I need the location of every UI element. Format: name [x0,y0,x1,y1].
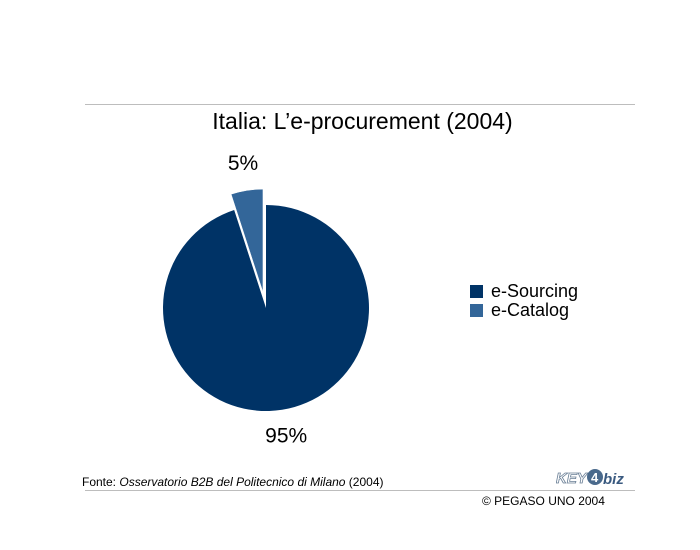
legend-item-e-sourcing: e-Sourcing [470,282,578,301]
logo-number-text: 4 [591,470,599,485]
logo-badge [587,469,603,485]
key4biz-logo: KEY 4 biz [556,469,624,488]
source-prefix: Fonte: [82,475,120,489]
pie-slice-e-catalog [230,188,264,293]
source-name: Osservatorio B2B del Politecnico di Mila… [119,475,346,489]
logo-key-text: KEY [556,470,589,487]
pie-slice-e-sourcing [163,205,370,411]
legend-swatch-e-catalog [470,304,483,317]
legend-swatch-e-sourcing [470,285,483,298]
data-label-e-catalog: 5% [228,152,258,175]
copyright-notice: © PEGASO UNO 2004 [482,494,605,508]
legend-label: e-Sourcing [491,281,579,301]
source-suffix: (2004) [345,475,384,489]
data-label-e-sourcing: 95% [265,424,307,447]
legend-item-e-catalog: e-Catalog [470,301,578,320]
chart-title: Italia: L’e-procurement (2004) [212,108,513,134]
logo-biz-text: biz [603,471,624,488]
legend: e-Sourcing e-Catalog [470,282,578,320]
top-divider [85,104,635,105]
bottom-divider [85,490,635,491]
source-note: Fonte: Osservatorio B2B del Politecnico … [82,475,384,489]
legend-label: e-Catalog [491,300,570,320]
